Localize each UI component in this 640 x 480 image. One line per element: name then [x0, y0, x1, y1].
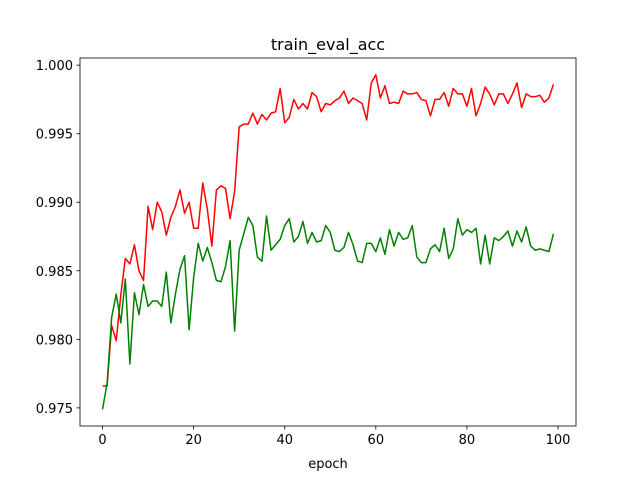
x-tick-label: 60 — [368, 433, 385, 448]
x-tick-label: 100 — [546, 433, 571, 448]
y-tick-label: 0.990 — [36, 196, 73, 211]
y-tick-label: 0.995 — [36, 128, 73, 143]
chart-title: train_eval_acc — [271, 35, 385, 55]
y-tick-label: 0.985 — [36, 265, 73, 280]
line-series — [102, 73, 555, 387]
y-tick-label: 0.975 — [36, 402, 73, 417]
x-tick-label: 0 — [98, 433, 106, 448]
y-tick-label: 0.980 — [36, 333, 73, 348]
plot-frame — [79, 57, 577, 427]
x-axis-label: epoch — [308, 457, 348, 472]
x-tick-label: 40 — [276, 433, 293, 448]
x-tick-label: 20 — [185, 433, 202, 448]
x-tick-label: 80 — [459, 433, 476, 448]
y-tick-label: 1.000 — [36, 59, 73, 74]
line-series — [101, 215, 555, 410]
